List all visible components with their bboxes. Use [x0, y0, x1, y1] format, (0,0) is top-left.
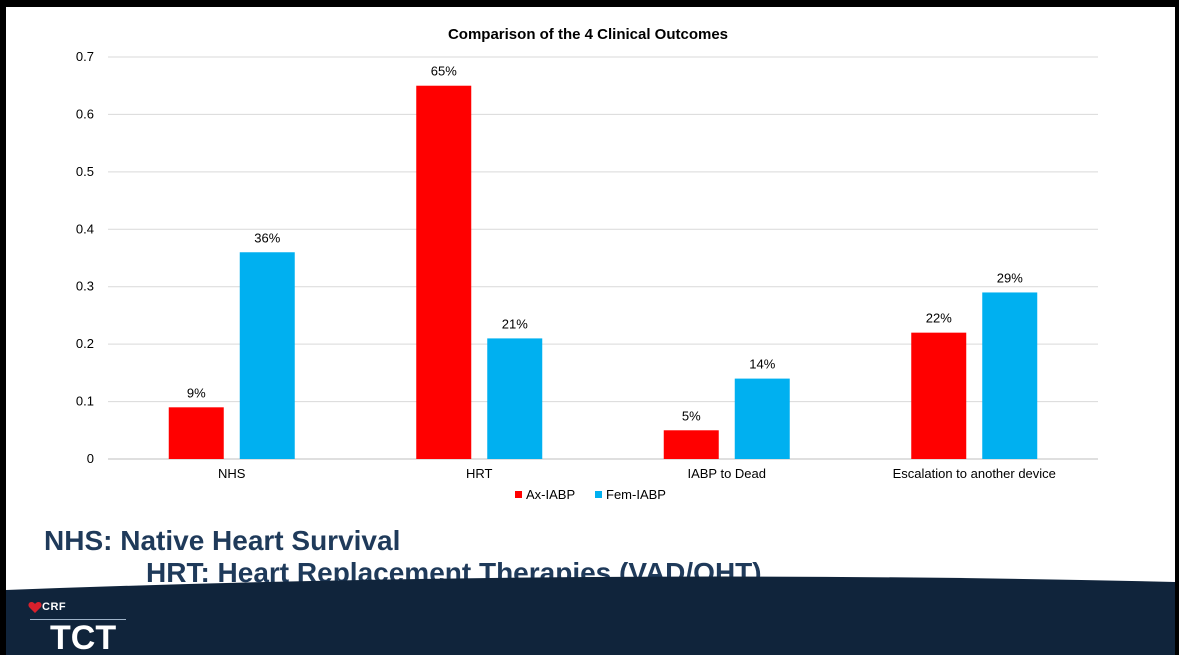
bar-ax-iabp-2 [663, 430, 719, 459]
bar-ax-iabp-1 [416, 85, 472, 459]
bar-fem-iabp-2 [734, 378, 790, 459]
tct-logo-text: TCT [50, 619, 117, 655]
bar-fem-iabp-0 [239, 252, 295, 459]
legend-label: Fem-IABP [606, 487, 666, 502]
bar-chart: Comparison of the 4 Clinical Outcomes 00… [76, 26, 1098, 502]
data-label: 21% [502, 316, 528, 331]
chart-title: Comparison of the 4 Clinical Outcomes [448, 26, 728, 43]
y-tick-label: 0.7 [76, 49, 94, 64]
logo-divider [30, 619, 126, 620]
legend-label: Ax-IABP [526, 487, 575, 502]
data-labels: 9% 36% 65% 21% 5% 14% 22% 29% [187, 64, 1023, 424]
data-label: 22% [926, 311, 952, 326]
data-label: 5% [682, 408, 701, 423]
y-tick-label: 0.5 [76, 164, 94, 179]
heart-icon [28, 602, 42, 613]
bar-fem-iabp-3 [982, 292, 1038, 459]
data-label: 29% [997, 270, 1023, 285]
legend: Ax-IABP Fem-IABP [515, 487, 666, 502]
x-axis: NHS HRT IABP to Dead Escalation to another … [218, 466, 1056, 481]
category-label: IABP to Dead [687, 466, 766, 481]
legend-swatch-ax-iabp [515, 491, 522, 498]
y-tick-label: 0.4 [76, 221, 94, 236]
bar-ax-iabp-0 [168, 407, 224, 459]
y-tick-label: 0.2 [76, 336, 94, 351]
category-label: HRT [466, 466, 493, 481]
bar-ax-iabp-3 [911, 332, 967, 459]
bar-fem-iabp-1 [487, 338, 543, 459]
y-tick-label: 0 [87, 451, 94, 466]
y-tick-label: 0.1 [76, 394, 94, 409]
data-label: 9% [187, 385, 206, 400]
legend-swatch-fem-iabp [595, 491, 602, 498]
nhs-definition: NHS: Native Heart Survival [44, 525, 401, 556]
crf-logo-text: CRF [42, 601, 67, 613]
y-tick-label: 0.6 [76, 106, 94, 121]
footer-band [6, 576, 1175, 655]
data-label: 36% [254, 230, 280, 245]
category-label: Escalation to another device [893, 466, 1056, 481]
bars [168, 85, 1038, 459]
y-tick-label: 0.3 [76, 279, 94, 294]
crf-tct-logo: CRF TCT [28, 597, 138, 655]
y-axis: 0 0.1 0.2 0.3 0.4 0.5 0.6 0.7 [76, 49, 94, 466]
category-label: NHS [218, 466, 246, 481]
data-label: 65% [431, 64, 457, 79]
data-label: 14% [749, 357, 775, 372]
